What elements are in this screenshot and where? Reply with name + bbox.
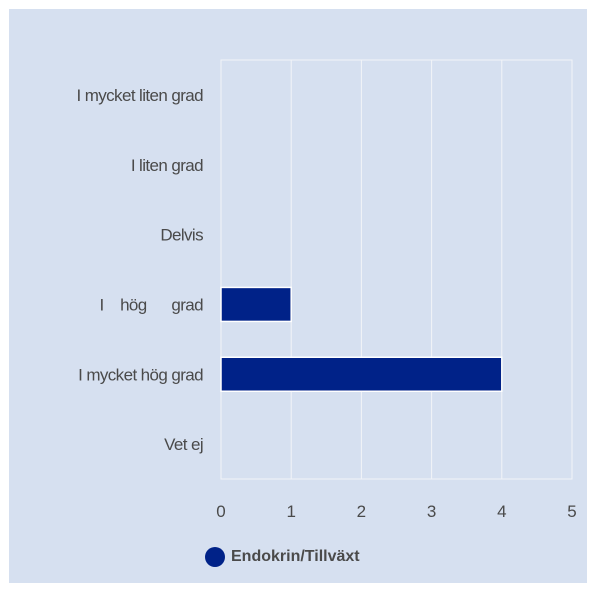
x-tick-label-2: 2 xyxy=(357,502,366,521)
legend-swatch-icon xyxy=(205,547,225,567)
category-label-3: I hög grad xyxy=(99,295,203,314)
bar-3 xyxy=(220,286,292,323)
grid-lines xyxy=(220,59,573,480)
plot-area-border xyxy=(220,59,573,480)
category-label-5: Vet ej xyxy=(164,435,203,454)
category-label-2: Delvis xyxy=(160,226,203,245)
bar-chart: I mycket liten grad I liten grad Delvis I h… xyxy=(76,59,577,521)
chart-frame: I mycket liten grad I liten grad Delvis I h… xyxy=(9,9,587,583)
x-tick-label-4: 4 xyxy=(497,502,506,521)
legend-label: Endokrin/Tillväxt xyxy=(231,548,360,565)
category-labels: I mycket liten grad I liten grad Delvis I h… xyxy=(76,86,203,454)
category-label-0: I mycket liten grad xyxy=(76,86,203,105)
x-tick-label-1: 1 xyxy=(286,502,295,521)
x-tick-labels: 0 1 2 3 4 5 xyxy=(216,502,576,521)
category-label-1: I liten grad xyxy=(131,156,203,175)
bar-4 xyxy=(220,356,503,392)
x-tick-label-5: 5 xyxy=(567,502,576,521)
bars xyxy=(220,286,503,392)
x-tick-label-0: 0 xyxy=(216,502,225,521)
category-label-4: I mycket hög grad xyxy=(78,365,203,384)
legend: Endokrin/Tillväxt xyxy=(205,545,360,569)
x-tick-label-3: 3 xyxy=(427,502,436,521)
